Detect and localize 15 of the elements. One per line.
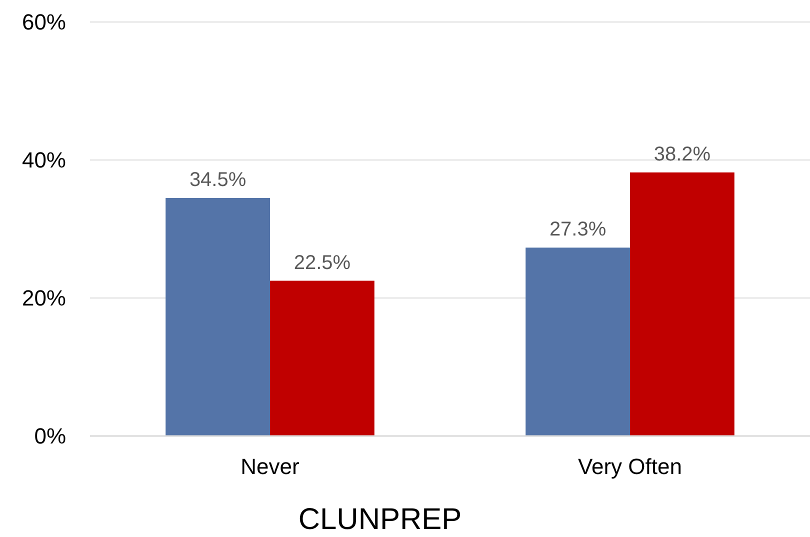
x-axis-title: CLUNPREP — [298, 503, 462, 536]
y-tick-label: 0% — [34, 424, 66, 449]
bar — [270, 280, 374, 436]
data-label: 34.5% — [189, 168, 246, 191]
y-tick-label: 40% — [22, 148, 66, 173]
data-label: 38.2% — [654, 143, 711, 166]
x-tick-label: Never — [240, 454, 300, 479]
y-tick-label: 60% — [22, 10, 66, 35]
x-tick-label: Very Often — [578, 454, 682, 479]
bar — [630, 172, 734, 436]
y-tick-label: 20% — [22, 286, 66, 311]
data-label: 22.5% — [294, 252, 351, 274]
data-label: 27.3% — [549, 218, 606, 241]
bar — [526, 248, 630, 436]
bar — [166, 198, 270, 436]
